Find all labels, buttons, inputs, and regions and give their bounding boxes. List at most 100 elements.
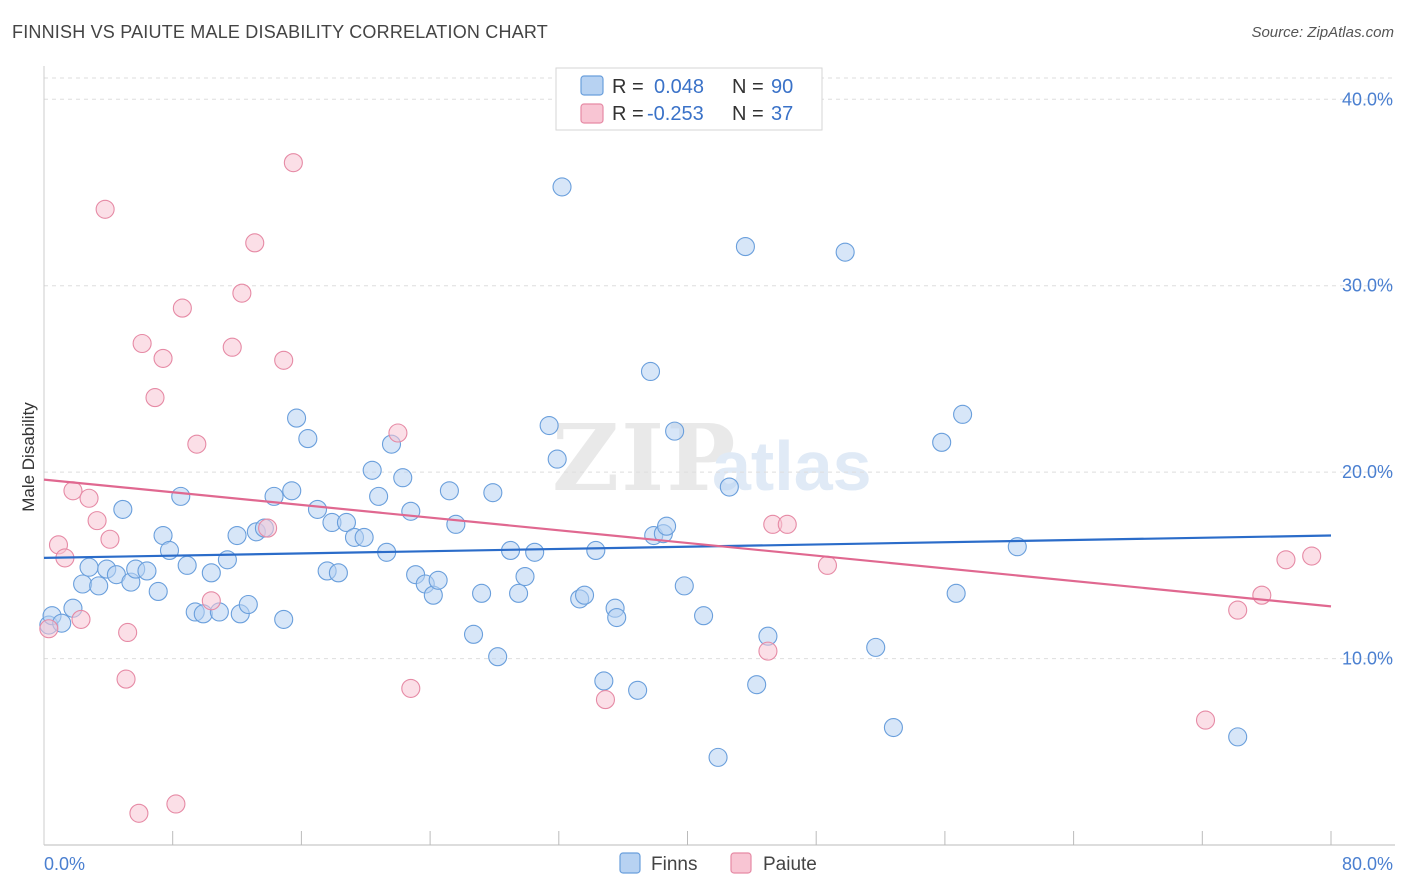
finns-point (539, 415, 559, 436)
paiute-point (1228, 600, 1248, 620)
paiute-point (153, 348, 173, 368)
finns-point (594, 671, 614, 691)
finns-point (328, 563, 348, 583)
paiute-swatch (580, 103, 604, 124)
y-tick-label: 10.0% (1342, 649, 1393, 669)
paiute-point (39, 619, 59, 639)
finns-point (552, 177, 572, 197)
finns-n-label: N = (732, 76, 764, 98)
finns-point (79, 557, 99, 577)
paiute-point (817, 555, 838, 575)
legend-finns-swatch (619, 852, 641, 874)
finns-point (73, 574, 93, 594)
finns-point (439, 481, 459, 501)
finns-point (177, 555, 197, 575)
stats-legend: R = 0.048 N = 90 R = -0.253 N = 37 (555, 67, 823, 131)
finns-point (657, 516, 677, 536)
y-tick-label: 40.0% (1342, 89, 1393, 109)
finns-point (282, 481, 302, 501)
paiute-r-value: -0.253 (647, 103, 704, 125)
finns-point (835, 242, 855, 262)
paiute-point (1195, 710, 1216, 730)
finns-point (393, 468, 413, 488)
finns-point (586, 540, 606, 560)
finns-n-value: 90 (771, 76, 793, 98)
y-axis-title: Male Disability (19, 402, 38, 512)
paiute-point (222, 337, 242, 357)
finns-point (866, 637, 886, 657)
paiute-point (758, 641, 778, 661)
finns-point (719, 477, 739, 497)
watermark: ZIP atlas (552, 404, 872, 512)
finns-point (113, 499, 133, 519)
x-axis-ticks (172, 831, 1332, 845)
paiute-n-value: 37 (771, 103, 793, 125)
finns-point (336, 512, 356, 533)
finns-point (137, 561, 157, 581)
paiute-point (401, 678, 421, 698)
finns-point (708, 747, 728, 767)
finns-point (401, 501, 421, 521)
finns-point (217, 550, 237, 570)
finns-trend-line (43, 534, 1332, 559)
x-tick-label-max: 80.0% (1342, 854, 1393, 874)
paiute-point (595, 690, 616, 710)
legend-paiute-label: Paiute (763, 854, 817, 875)
finns-point (483, 483, 503, 503)
y-tick-labels: 10.0% 20.0% 30.0% 40.0% (1342, 89, 1393, 668)
series-legend: Finns Paiute (619, 852, 817, 875)
finns-point (547, 449, 567, 469)
finns-point (607, 608, 627, 628)
paiute-point (201, 591, 221, 611)
y-tick-label: 20.0% (1342, 462, 1393, 482)
finns-point (472, 583, 492, 603)
paiute-point (1302, 546, 1322, 566)
source-label: Source: ZipAtlas.com (1251, 24, 1394, 41)
paiute-point (95, 199, 115, 219)
finns-point (735, 237, 755, 257)
watermark-zip: ZIP (552, 404, 737, 512)
finns-point (287, 408, 307, 428)
paiute-point (116, 669, 136, 689)
paiute-point (129, 803, 149, 823)
finns-point (640, 361, 661, 382)
finns-point (694, 606, 714, 626)
paiute-point (100, 529, 120, 549)
paiute-point (118, 622, 138, 643)
paiute-point (166, 794, 186, 814)
finns-point (574, 585, 595, 605)
paiute-point (132, 333, 152, 354)
paiute-point (232, 283, 252, 303)
paiute-point (777, 514, 797, 534)
finns-point (747, 675, 767, 695)
finns-point (354, 527, 374, 547)
finns-point (953, 404, 973, 424)
paiute-point (1276, 550, 1296, 570)
paiute-point (245, 233, 265, 253)
watermark-atlas: atlas (712, 427, 872, 505)
y-tick-label: 30.0% (1342, 276, 1393, 296)
finns-point (369, 486, 389, 506)
legend-paiute-swatch (730, 852, 752, 874)
finns-point (674, 576, 694, 596)
finns-r-value: 0.048 (654, 76, 704, 98)
paiute-point (145, 388, 165, 408)
paiute-point (274, 350, 294, 370)
finns-point (1007, 537, 1027, 557)
finns-point (883, 717, 903, 738)
finns-point (515, 566, 535, 587)
finns-point (932, 432, 952, 452)
finns-point (628, 680, 648, 700)
finns-point (428, 570, 448, 590)
finns-point (227, 525, 247, 546)
paiute-trend-line (43, 478, 1332, 608)
paiute-point (71, 609, 91, 629)
paiute-point (258, 518, 278, 538)
finns-point (446, 514, 466, 534)
finns-point (201, 563, 221, 583)
paiute-point (388, 423, 408, 443)
paiute-point (63, 481, 83, 501)
paiute-point (79, 488, 99, 508)
finns-point (274, 609, 294, 629)
paiute-r-label: R = (612, 103, 644, 125)
